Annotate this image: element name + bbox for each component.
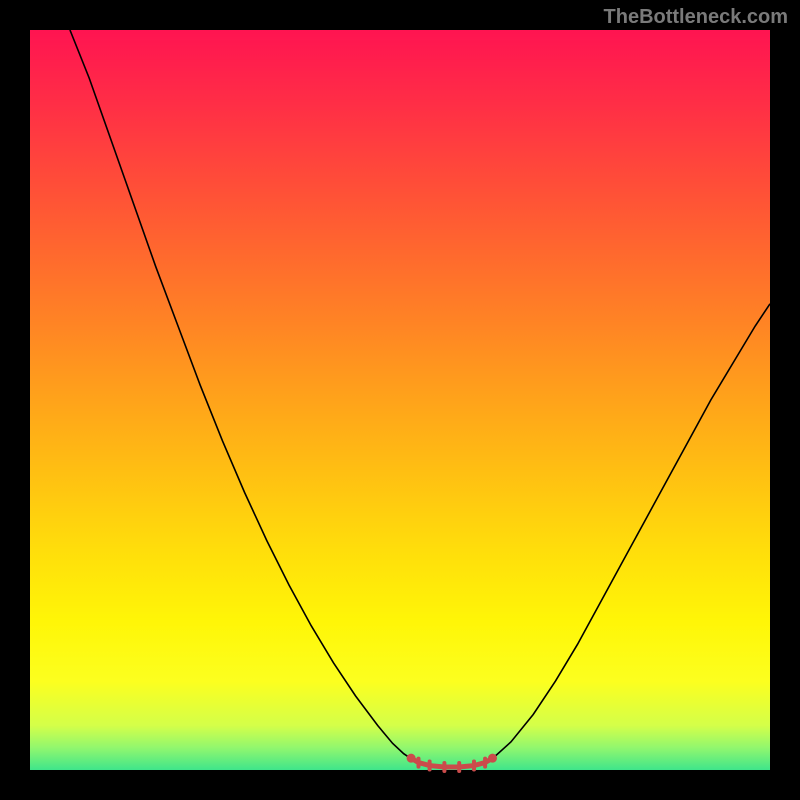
highlight-start-marker [407,754,416,763]
bottleneck-chart [0,0,800,800]
plot-background [30,30,770,770]
watermark-text: TheBottleneck.com [604,6,788,29]
highlight-end-marker [488,754,497,763]
